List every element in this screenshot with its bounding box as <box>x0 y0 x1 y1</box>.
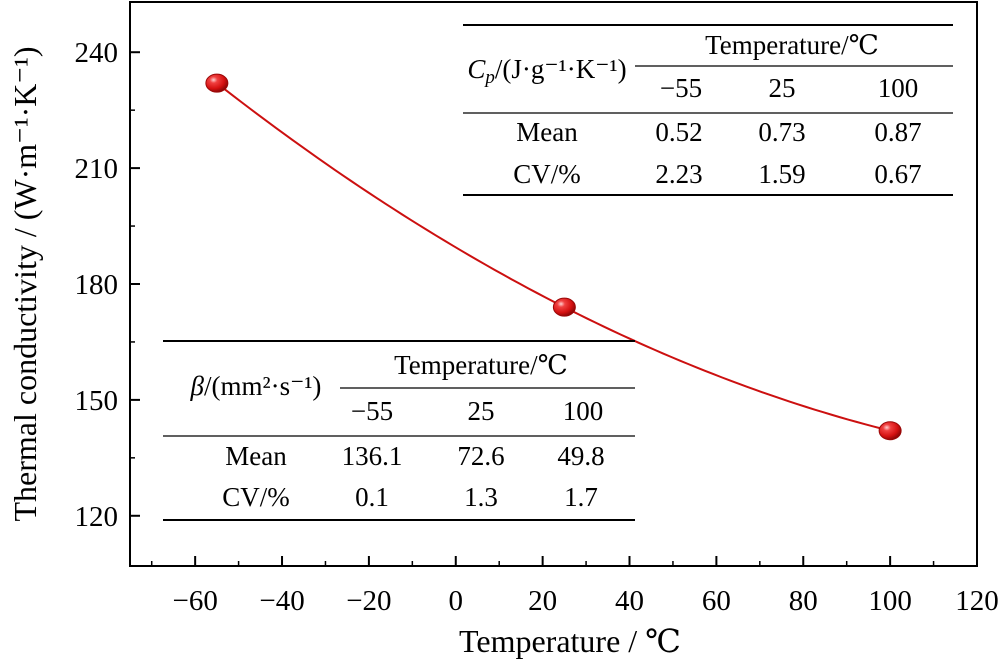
cp-row-label: CV/% <box>513 159 581 189</box>
cp-cell: 0.67 <box>874 159 921 189</box>
beta-col-header: 25 <box>468 396 495 426</box>
x-tick-label: −60 <box>172 585 217 617</box>
beta-cell: 0.1 <box>355 482 389 512</box>
data-point <box>552 297 576 317</box>
y-tick-label: 180 <box>75 269 119 301</box>
beta-cell: 136.1 <box>342 441 403 471</box>
cp-table-header: Cp/(J·g⁻¹·K⁻¹) <box>467 54 626 88</box>
beta-row-label: CV/% <box>222 482 290 512</box>
x-tick-label: 0 <box>449 585 464 617</box>
y-axis: 120 150 180 210 240 <box>75 37 140 533</box>
cp-cell: 1.59 <box>758 159 805 189</box>
x-tick-label: −20 <box>346 585 391 617</box>
x-axis: −60 −40 −20 0 20 40 60 80 100 120 <box>150 556 999 617</box>
x-tick-label: 20 <box>528 585 557 617</box>
cp-cell: 0.73 <box>758 117 805 147</box>
cp-cell: 0.87 <box>874 117 921 147</box>
y-tick-label: 150 <box>75 385 119 417</box>
beta-row-label: Mean <box>225 441 287 471</box>
cp-table-group-label: Temperature/℃ <box>705 30 879 60</box>
x-tick-label: −40 <box>259 585 304 617</box>
x-tick-label: 60 <box>702 585 731 617</box>
cp-row-label: Mean <box>516 117 578 147</box>
x-tick-label: 80 <box>789 585 818 617</box>
x-axis-label: Temperature / ℃ <box>459 623 681 659</box>
y-tick-label: 120 <box>75 501 119 533</box>
cp-cell: 2.23 <box>655 159 702 189</box>
cp-col-header: 25 <box>769 73 796 103</box>
beta-table-header: β/(mm²·s⁻¹) <box>190 371 322 401</box>
cp-col-header: −55 <box>660 73 702 103</box>
fit-curve <box>216 82 891 432</box>
y-axis-label: Thermal conductivity / (W·m⁻¹·K⁻¹) <box>7 46 43 521</box>
beta-cell: 72.6 <box>457 441 504 471</box>
x-tick-label: 120 <box>955 585 999 617</box>
y-tick-label: 240 <box>75 37 119 69</box>
cp-table: Cp/(J·g⁻¹·K⁻¹) Temperature/℃ −55 25 100 … <box>463 24 953 196</box>
x-tick-label: 40 <box>615 585 644 617</box>
cp-col-header: 100 <box>878 73 919 103</box>
beta-cell: 1.7 <box>564 482 598 512</box>
cp-cell: 0.52 <box>655 117 702 147</box>
data-point <box>205 73 229 93</box>
beta-cell: 49.8 <box>557 441 604 471</box>
data-point <box>878 421 902 441</box>
beta-table-group-label: Temperature/℃ <box>394 350 568 380</box>
beta-cell: 1.3 <box>464 482 498 512</box>
y-tick-label: 210 <box>75 153 119 185</box>
beta-col-header: −55 <box>351 396 393 426</box>
beta-col-header: 100 <box>563 396 604 426</box>
beta-table: β/(mm²·s⁻¹) Temperature/℃ −55 25 100 Mea… <box>163 340 635 521</box>
x-tick-label: 100 <box>868 585 912 617</box>
data-points <box>205 73 902 441</box>
